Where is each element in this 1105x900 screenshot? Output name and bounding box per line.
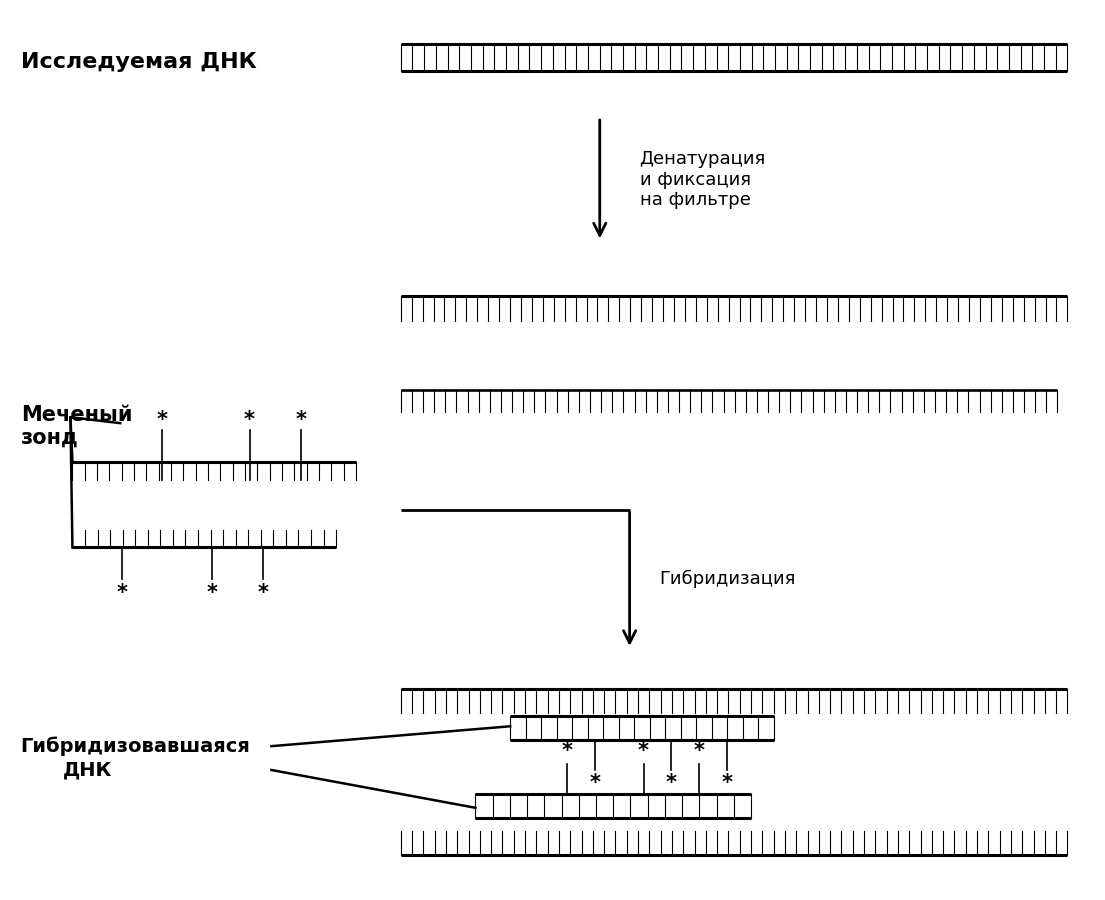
Text: *: * (157, 410, 168, 430)
Text: *: * (561, 741, 572, 761)
Text: *: * (694, 741, 705, 761)
Text: *: * (257, 583, 269, 603)
Text: *: * (244, 410, 255, 430)
Text: *: * (638, 741, 649, 761)
Text: *: * (117, 583, 128, 603)
Text: *: * (722, 773, 733, 793)
Text: Исследуемая ДНК: Исследуемая ДНК (21, 52, 256, 72)
Text: ДНК: ДНК (63, 760, 112, 779)
Text: *: * (589, 773, 600, 793)
Text: *: * (207, 583, 218, 603)
Text: *: * (666, 773, 677, 793)
Text: *: * (296, 410, 307, 430)
Text: Денатурация
и фиксация
на фильтре: Денатурация и фиксация на фильтре (640, 150, 766, 210)
Text: Гибридизация: Гибридизация (660, 570, 796, 589)
Text: Гибридизовавшаяся: Гибридизовавшаяся (21, 736, 251, 756)
Text: Меченый: Меченый (21, 405, 133, 425)
Text: зонд: зонд (21, 428, 78, 448)
